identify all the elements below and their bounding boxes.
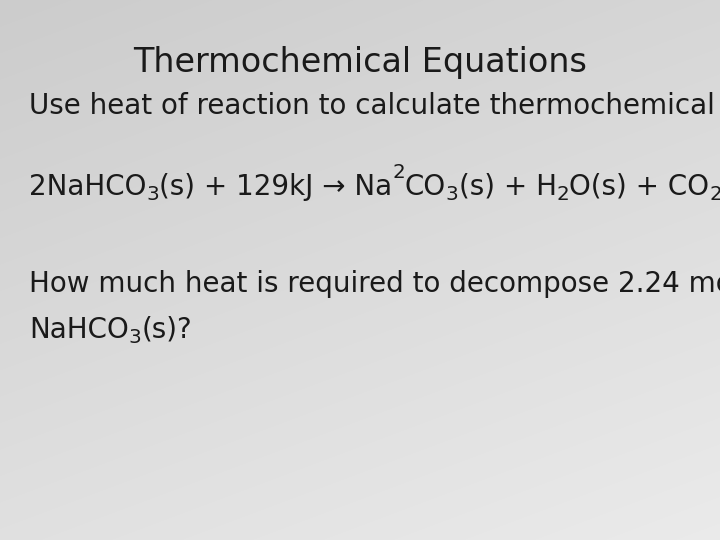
Text: 2NaHCO: 2NaHCO (29, 173, 146, 201)
Text: (s) + H: (s) + H (459, 173, 557, 201)
Text: 3: 3 (446, 185, 459, 204)
Text: (s)?: (s)? (141, 316, 192, 344)
Text: Use heat of reaction to calculate thermochemical change.: Use heat of reaction to calculate thermo… (29, 92, 720, 120)
Text: 3: 3 (146, 185, 159, 204)
Text: 3: 3 (129, 328, 141, 347)
Text: 2: 2 (392, 163, 405, 182)
Text: NaHCO: NaHCO (29, 316, 129, 344)
Text: 2: 2 (709, 185, 720, 204)
Text: O(s) + CO: O(s) + CO (570, 173, 709, 201)
Text: (s) + 129kJ → Na: (s) + 129kJ → Na (159, 173, 392, 201)
Text: Thermochemical Equations: Thermochemical Equations (133, 46, 587, 79)
Text: CO: CO (405, 173, 446, 201)
Text: How much heat is required to decompose 2.24 mol: How much heat is required to decompose 2… (29, 270, 720, 298)
Text: 2: 2 (557, 185, 570, 204)
